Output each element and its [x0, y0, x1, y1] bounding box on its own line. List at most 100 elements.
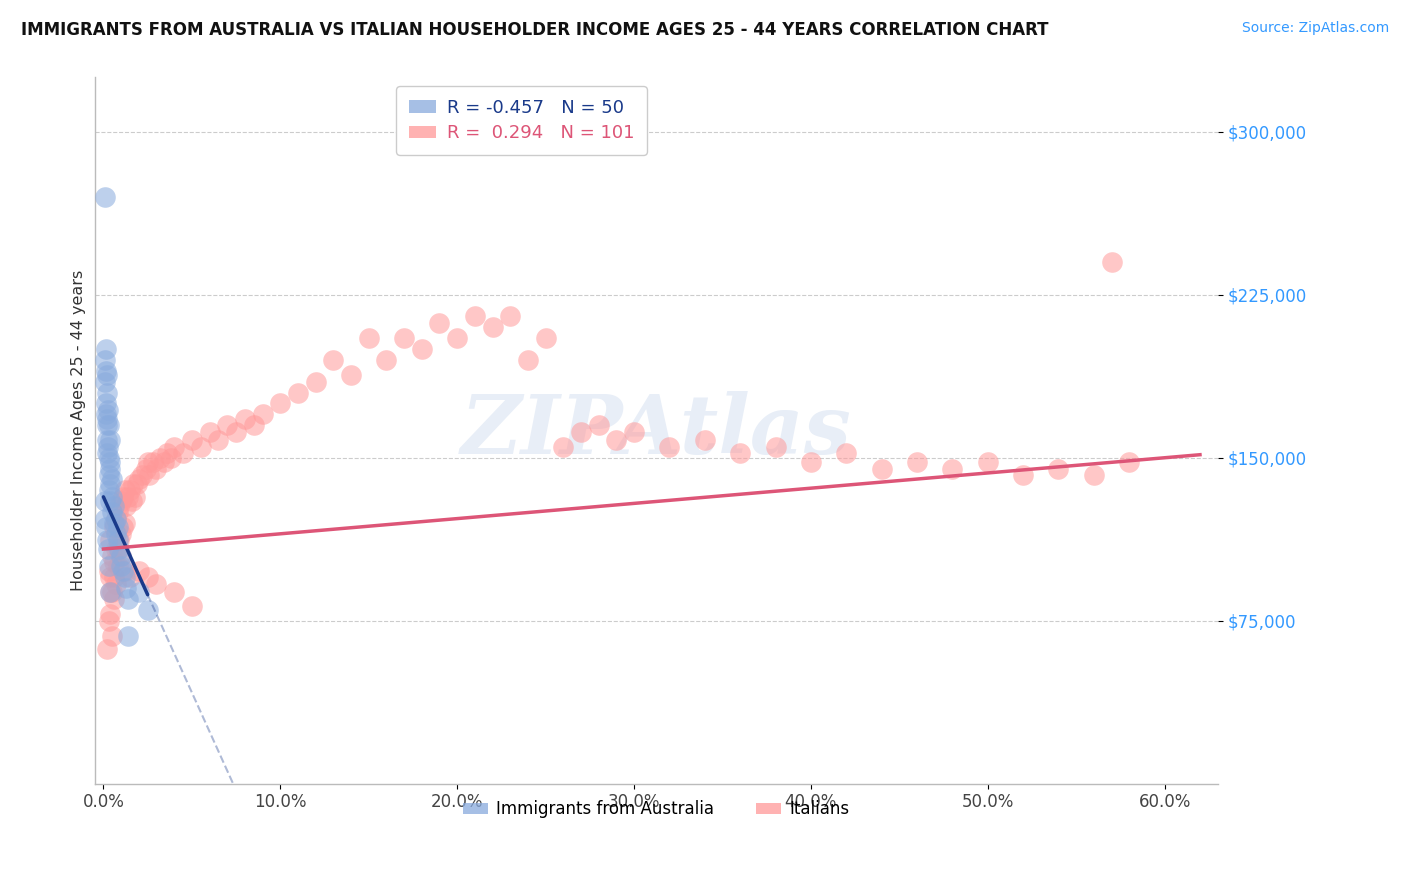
- Point: [101, 473, 124, 487]
- Point: [117, 490, 139, 504]
- Point: [118, 570, 141, 584]
- Point: [103, 570, 125, 584]
- Point: [225, 425, 247, 439]
- Point: [145, 461, 167, 475]
- Point: [103, 520, 125, 534]
- Point: [135, 461, 157, 475]
- Point: [100, 455, 122, 469]
- Point: [198, 425, 221, 439]
- Point: [138, 468, 160, 483]
- Point: [516, 353, 538, 368]
- Point: [110, 549, 132, 563]
- Point: [96, 446, 118, 460]
- Point: [941, 461, 963, 475]
- Point: [94, 520, 117, 534]
- Point: [110, 549, 132, 563]
- Point: [499, 310, 522, 324]
- Point: [131, 468, 153, 483]
- Point: [217, 418, 239, 433]
- Point: [100, 607, 122, 622]
- Point: [97, 450, 120, 465]
- Point: [103, 555, 125, 569]
- Y-axis label: Householder Income Ages 25 - 44 years: Householder Income Ages 25 - 44 years: [72, 270, 86, 591]
- Point: [728, 446, 751, 460]
- Point: [94, 342, 117, 356]
- Point: [553, 440, 575, 454]
- Point: [103, 499, 125, 513]
- Point: [103, 516, 125, 530]
- Point: [124, 490, 146, 504]
- Point: [114, 516, 136, 530]
- Point: [100, 494, 122, 508]
- Point: [96, 642, 118, 657]
- Point: [1101, 255, 1123, 269]
- Point: [172, 446, 194, 460]
- Point: [800, 455, 823, 469]
- Point: [588, 418, 610, 433]
- Point: [136, 570, 159, 584]
- Point: [128, 473, 150, 487]
- Point: [357, 331, 380, 345]
- Point: [322, 353, 344, 368]
- Point: [142, 455, 165, 469]
- Point: [100, 585, 122, 599]
- Point: [111, 564, 134, 578]
- Point: [101, 490, 124, 504]
- Point: [94, 511, 117, 525]
- Point: [122, 476, 145, 491]
- Point: [1047, 461, 1070, 475]
- Point: [103, 592, 125, 607]
- Point: [1083, 468, 1105, 483]
- Text: ZIPAtlas: ZIPAtlas: [461, 391, 852, 471]
- Point: [835, 446, 858, 460]
- Point: [765, 440, 787, 454]
- Point: [163, 440, 186, 454]
- Point: [101, 549, 124, 563]
- Point: [128, 564, 150, 578]
- Point: [101, 629, 124, 643]
- Point: [96, 418, 118, 433]
- Point: [94, 396, 117, 410]
- Point: [104, 526, 127, 541]
- Point: [340, 368, 363, 383]
- Point: [96, 533, 118, 548]
- Point: [464, 310, 486, 324]
- Point: [658, 440, 681, 454]
- Point: [104, 542, 127, 557]
- Point: [97, 403, 120, 417]
- Point: [110, 526, 132, 541]
- Point: [107, 520, 129, 534]
- Point: [977, 455, 1000, 469]
- Point: [136, 603, 159, 617]
- Point: [411, 342, 433, 356]
- Point: [136, 455, 159, 469]
- Legend: Immigrants from Australia, Italians: Immigrants from Australia, Italians: [456, 794, 856, 825]
- Point: [233, 411, 256, 425]
- Point: [107, 533, 129, 548]
- Point: [392, 331, 415, 345]
- Point: [125, 476, 148, 491]
- Point: [1118, 455, 1140, 469]
- Point: [163, 585, 186, 599]
- Point: [429, 316, 451, 330]
- Point: [98, 434, 121, 448]
- Point: [180, 599, 202, 613]
- Point: [145, 576, 167, 591]
- Point: [207, 434, 229, 448]
- Point: [446, 331, 468, 345]
- Point: [1012, 468, 1035, 483]
- Point: [152, 455, 174, 469]
- Point: [269, 396, 291, 410]
- Point: [118, 483, 141, 498]
- Point: [94, 407, 117, 421]
- Point: [97, 440, 120, 454]
- Point: [104, 511, 127, 525]
- Point: [115, 581, 138, 595]
- Point: [108, 542, 131, 557]
- Point: [97, 418, 120, 433]
- Point: [97, 559, 120, 574]
- Point: [117, 629, 139, 643]
- Point: [110, 559, 132, 574]
- Point: [534, 331, 557, 345]
- Point: [100, 476, 122, 491]
